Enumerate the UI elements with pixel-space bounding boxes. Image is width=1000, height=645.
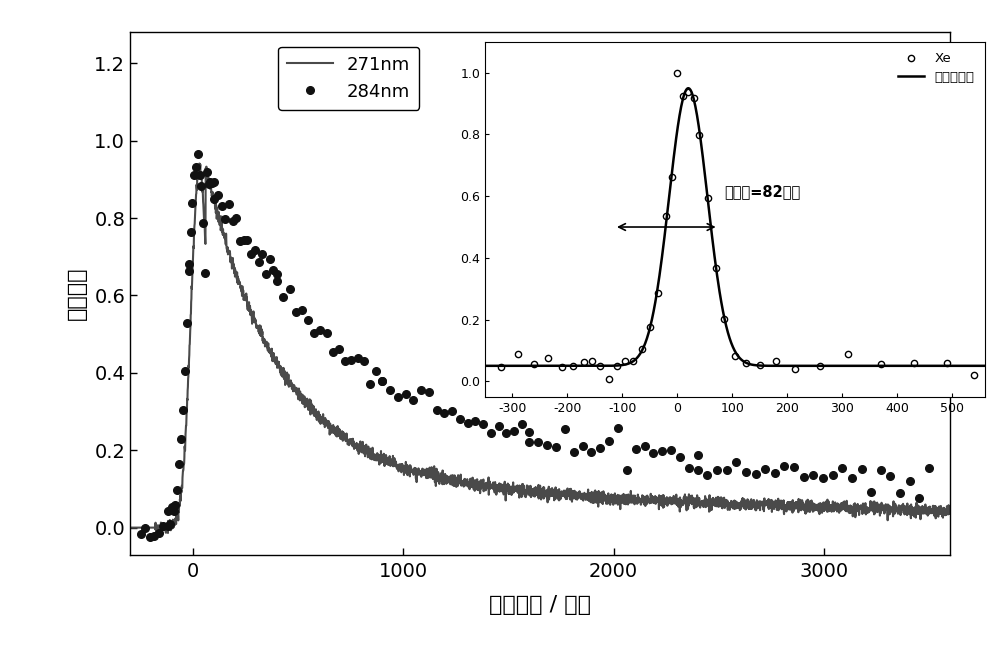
Xe xyxy=(682,88,694,96)
Xe xyxy=(644,323,656,331)
X-axis label: 时间延迟 / 飞秒: 时间延迟 / 飞秒 xyxy=(489,595,591,615)
Xe xyxy=(556,363,568,371)
Xe xyxy=(603,375,615,382)
Xe xyxy=(660,213,672,221)
高斯拟合， xyxy=(479,362,491,370)
284nm xyxy=(192,150,204,157)
Legend: Xe, 高斯拟合，: Xe, 高斯拟合， xyxy=(894,48,978,88)
Legend: 271nm, 284nm: 271nm, 284nm xyxy=(278,46,419,110)
Xe xyxy=(495,362,507,370)
Xe xyxy=(619,357,631,364)
Y-axis label: 相对强度: 相对强度 xyxy=(67,267,87,320)
Text: 半高宽=82飞秒: 半高宽=82飞秒 xyxy=(724,184,800,199)
Xe xyxy=(594,362,606,370)
Line: Xe: Xe xyxy=(498,70,977,382)
Xe xyxy=(941,359,953,367)
Xe xyxy=(512,350,524,358)
284nm xyxy=(923,464,935,472)
高斯拟合， xyxy=(856,362,868,370)
Xe xyxy=(710,264,722,272)
Xe xyxy=(652,289,664,297)
Xe xyxy=(586,357,598,365)
Xe xyxy=(636,345,648,353)
271nm xyxy=(421,473,433,481)
284nm xyxy=(594,444,606,452)
Xe xyxy=(789,365,801,373)
高斯拟合， xyxy=(814,362,826,370)
271nm xyxy=(296,394,308,402)
271nm xyxy=(124,524,136,531)
Xe xyxy=(666,173,678,181)
Xe xyxy=(567,362,579,370)
高斯拟合， xyxy=(774,362,786,370)
Xe xyxy=(528,361,540,368)
284nm xyxy=(769,469,781,477)
284nm xyxy=(135,530,147,538)
271nm xyxy=(193,160,205,168)
271nm xyxy=(611,497,623,504)
Xe xyxy=(611,362,623,370)
284nm xyxy=(438,410,450,417)
Xe xyxy=(770,357,782,364)
Line: 284nm: 284nm xyxy=(137,150,933,541)
Xe xyxy=(542,355,554,362)
Xe xyxy=(702,195,714,203)
高斯拟合， xyxy=(979,362,991,370)
Xe xyxy=(578,358,590,366)
Line: 271nm: 271nm xyxy=(130,164,950,535)
Xe xyxy=(693,131,705,139)
Xe xyxy=(671,69,683,77)
Line: 高斯拟合，: 高斯拟合， xyxy=(485,88,985,366)
高斯拟合， xyxy=(608,362,620,370)
高斯拟合， xyxy=(567,362,579,370)
Xe xyxy=(740,359,752,367)
284nm xyxy=(144,533,156,541)
284nm xyxy=(400,390,412,397)
Xe xyxy=(729,352,741,360)
Xe xyxy=(875,360,887,368)
Xe xyxy=(718,315,730,322)
271nm xyxy=(645,499,657,507)
Xe xyxy=(677,92,689,100)
Xe xyxy=(754,361,766,369)
284nm xyxy=(856,464,868,472)
271nm xyxy=(944,510,956,517)
Xe xyxy=(627,357,639,365)
Xe xyxy=(842,350,854,357)
Xe xyxy=(968,372,980,379)
Xe xyxy=(908,359,920,367)
高斯拟合， xyxy=(706,232,718,240)
271nm xyxy=(511,482,523,490)
Xe xyxy=(814,362,826,370)
271nm xyxy=(152,531,164,539)
高斯拟合， xyxy=(683,84,695,92)
271nm xyxy=(881,505,893,513)
Xe xyxy=(688,94,700,102)
284nm xyxy=(208,179,220,186)
